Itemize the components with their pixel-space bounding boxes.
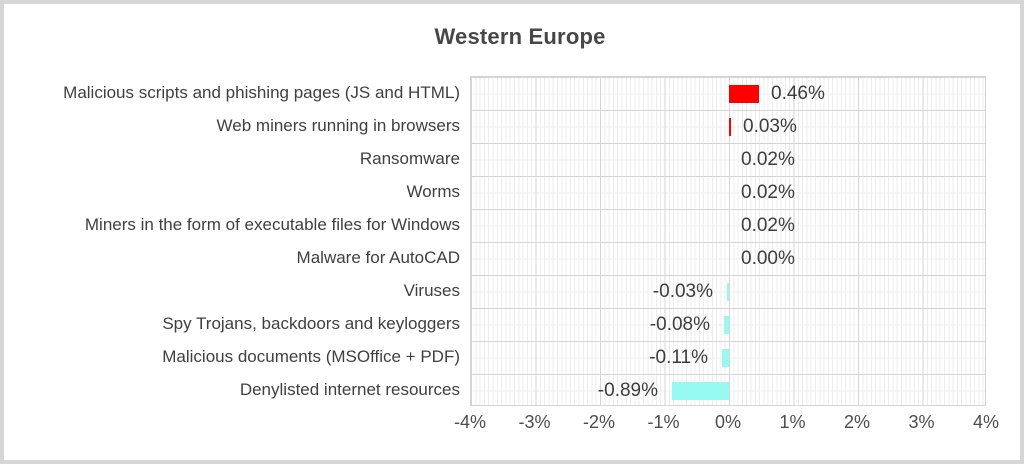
x-tick-label: -2% [582, 412, 615, 432]
category-label: Malware for AutoCAD [296, 248, 460, 267]
x-tick-label: 2% [843, 412, 870, 432]
bar-positive [729, 117, 731, 136]
category-label: Malicious documents (MSOffice + PDF) [162, 347, 460, 366]
value-label: 0.46% [771, 83, 825, 104]
x-tick-label: -4% [453, 412, 486, 432]
value-label: -0.08% [649, 314, 710, 335]
x-tick-label: 4% [972, 412, 999, 432]
x-tick-label: -1% [647, 412, 680, 432]
value-label: -0.11% [649, 347, 708, 368]
bar-negative [724, 315, 729, 334]
value-label: -0.89% [597, 380, 658, 401]
category-label: Malicious scripts and phishing pages (JS… [63, 83, 460, 102]
category-label: Worms [406, 182, 460, 201]
chart-title: Western Europe [434, 24, 606, 49]
category-label: Miners in the form of executable files f… [84, 215, 460, 234]
value-label: 0.03% [743, 116, 797, 137]
bar-negative [722, 348, 729, 367]
category-label: Denylisted internet resources [239, 380, 460, 399]
value-label: 0.02% [741, 215, 795, 236]
value-label: 0.02% [741, 149, 795, 170]
value-label: 0.02% [741, 182, 795, 203]
bar-positive [729, 84, 759, 103]
category-label: Spy Trojans, backdoors and keyloggers [162, 314, 460, 333]
x-tick-label: -3% [518, 412, 551, 432]
x-tick-label: 1% [779, 412, 806, 432]
category-label: Viruses [403, 281, 460, 300]
bar-negative [727, 282, 729, 301]
plot-area: 0.46% 0.03% 0.02% 0.02% 0.02% 0.00% -0.03% -0.0… [470, 76, 986, 406]
bar-negative [672, 381, 729, 400]
category-label: Web miners running in browsers [216, 116, 460, 135]
x-tick-label: 3% [908, 412, 935, 432]
category-label: Ransomware [359, 149, 460, 168]
x-tick-label: 0% [714, 412, 741, 432]
value-label: -0.03% [652, 281, 713, 302]
value-label: 0.00% [741, 248, 795, 269]
